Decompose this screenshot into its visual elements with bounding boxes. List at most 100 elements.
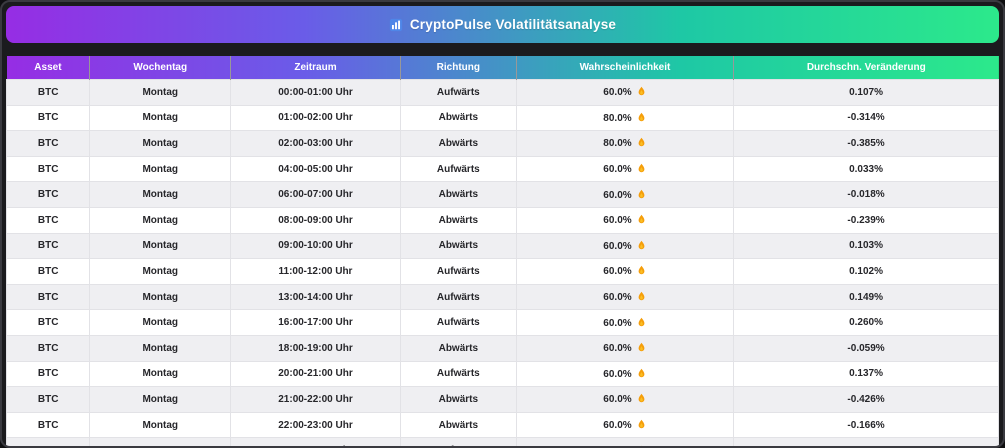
- cell-asset: BTC: [5, 411, 91, 439]
- flame-icon: [636, 214, 647, 225]
- cell-weekday: Montag: [89, 360, 232, 388]
- cell-timeframe: 20:00-21:00 Uhr: [230, 360, 401, 388]
- cell-timeframe: 01:00-02:00 Uhr: [230, 104, 401, 132]
- cell-weekday: Montag: [89, 309, 232, 336]
- cell-asset: BTC: [5, 79, 91, 106]
- probability-value: 60.0%: [603, 394, 632, 406]
- cell-change: 0.103%: [733, 232, 999, 260]
- table-row: BTC Montag 18:00-19:00 Uhr Abwärts 60.0% -0.0…: [5, 334, 999, 362]
- flame-icon: [636, 291, 647, 302]
- table-row: BTC Montag 11:00-12:00 Uhr Aufwärts 60.0% 0.1…: [5, 258, 999, 285]
- flame-icon: [636, 419, 647, 430]
- volatility-table: Asset Wochentag Zeitraum Richtung Wahrschein…: [5, 56, 999, 447]
- cell-asset: BTC: [5, 334, 91, 362]
- cell-probability: 80.0%: [515, 104, 735, 132]
- table-row: BTC Montag 00:00-01:00 Uhr Aufwärts 60.0% 0.1…: [5, 79, 999, 106]
- column-header-probability: Wahrscheinlichkeit: [516, 56, 735, 80]
- cell-asset: BTC: [5, 386, 91, 413]
- cell-asset: BTC: [5, 206, 91, 234]
- probability-value: 60.0%: [603, 292, 632, 304]
- cell-timeframe: 18:00-19:00 Uhr: [230, 334, 401, 362]
- cell-direction: Abwärts: [399, 232, 517, 260]
- probability-value: 60.0%: [603, 215, 632, 227]
- cell-change: -0.166%: [733, 411, 999, 439]
- table-row: BTC Montag 20:00-21:00 Uhr Aufwärts 60.0% 0.1…: [5, 360, 999, 388]
- table-row: BTC Montag 08:00-09:00 Uhr Abwärts 60.0% -0.2…: [5, 206, 999, 234]
- cell-timeframe: 06:00-07:00 Uhr: [230, 181, 401, 208]
- cell-direction: Abwärts: [399, 206, 517, 234]
- cell-probability: 60.0%: [515, 309, 735, 336]
- cell-direction: Abwärts: [399, 386, 517, 413]
- probability-value: 60.0%: [603, 343, 632, 355]
- cell-timeframe: 00:00-01:00 Uhr: [230, 79, 401, 106]
- cell-weekday: Montag: [89, 411, 232, 439]
- flame-icon: [636, 189, 647, 200]
- flame-icon: [636, 163, 647, 174]
- cell-direction: Aufwärts: [399, 437, 517, 446]
- cell-asset: BTC: [5, 130, 91, 157]
- cell-probability: 80.0%: [515, 130, 735, 157]
- cell-change: 0.137%: [733, 360, 999, 388]
- cell-asset: BTC: [5, 155, 91, 183]
- probability-value: 60.0%: [603, 87, 632, 99]
- flame-icon: [636, 240, 647, 251]
- title-banner: CryptoPulse Volatilitätsanalyse: [6, 6, 999, 43]
- page-title-text: CryptoPulse Volatilitätsanalyse: [409, 17, 617, 32]
- cell-asset: BTC: [5, 232, 91, 260]
- cell-weekday: Montag: [89, 181, 232, 208]
- flame-icon: [636, 342, 647, 353]
- cell-probability: 80.0%: [515, 437, 735, 447]
- cell-probability: 60.0%: [515, 181, 735, 208]
- cell-direction: Abwärts: [399, 181, 517, 208]
- cell-change: 0.102%: [733, 258, 999, 285]
- probability-value: 60.0%: [603, 368, 632, 380]
- cell-weekday: Montag: [89, 334, 232, 362]
- table-row: BTC Montag 09:00-10:00 Uhr Abwärts 60.0% 0.10…: [5, 232, 999, 260]
- cell-asset: BTC: [5, 104, 91, 132]
- cell-change: 0.149%: [733, 283, 999, 311]
- cell-asset: BTC: [5, 181, 91, 208]
- cell-direction: Abwärts: [399, 411, 517, 439]
- cell-weekday: Montag: [89, 206, 232, 234]
- column-header-direction: Richtung: [400, 56, 517, 80]
- probability-value: 60.0%: [603, 420, 632, 432]
- table-row: BTC Montag 04:00-05:00 Uhr Aufwärts 60.0% 0.0…: [5, 155, 999, 183]
- cell-weekday: Montag: [89, 232, 232, 260]
- cell-asset: BTC: [5, 258, 91, 285]
- cell-probability: 60.0%: [515, 79, 735, 106]
- cell-direction: Aufwärts: [399, 360, 517, 388]
- table-row: BTC Montag 21:00-22:00 Uhr Abwärts 60.0% -0.4…: [5, 386, 999, 413]
- probability-value: 60.0%: [603, 164, 632, 176]
- cell-timeframe: 08:00-09:00 Uhr: [230, 206, 401, 234]
- cell-direction: Abwärts: [399, 130, 517, 157]
- cell-timeframe: 04:00-05:00 Uhr: [230, 155, 401, 183]
- column-header-change: Durchschn. Veränderung: [806, 62, 926, 73]
- cell-change: -0.239%: [733, 206, 999, 234]
- flame-icon: [636, 112, 647, 123]
- cell-direction: Aufwärts: [399, 283, 517, 311]
- cell-weekday: Montag: [89, 437, 232, 446]
- cell-direction: Aufwärts: [399, 309, 517, 336]
- probability-value: 80.0%: [603, 446, 631, 447]
- cell-weekday: Montag: [89, 79, 232, 106]
- cell-change: -0.013%: [733, 437, 999, 446]
- cell-timeframe: 09:00-10:00 Uhr: [230, 232, 401, 260]
- column-header-timeframe: Zeitraum: [230, 56, 401, 80]
- cell-probability: 60.0%: [515, 386, 735, 413]
- cell-probability: 60.0%: [515, 411, 735, 439]
- cell-change: 0.260%: [733, 309, 999, 336]
- cell-weekday: Montag: [89, 130, 232, 157]
- flame-icon: [636, 393, 647, 404]
- column-header-asset: Asset: [6, 56, 91, 80]
- cell-probability: 60.0%: [515, 206, 735, 234]
- cell-asset: BTC: [5, 309, 91, 336]
- cell-weekday: Montag: [89, 155, 232, 183]
- flame-icon: [636, 317, 647, 328]
- cell-probability: 60.0%: [515, 283, 735, 311]
- cell-asset: BTC: [5, 283, 91, 311]
- cell-timeframe: 21:00-22:00 Uhr: [230, 386, 401, 413]
- cell-timeframe: 02:00-03:00 Uhr: [230, 130, 401, 157]
- table-row: BTC Montag 13:00-14:00 Uhr Aufwärts 60.0% 0.1…: [5, 283, 999, 311]
- cell-change: -0.314%: [733, 104, 999, 132]
